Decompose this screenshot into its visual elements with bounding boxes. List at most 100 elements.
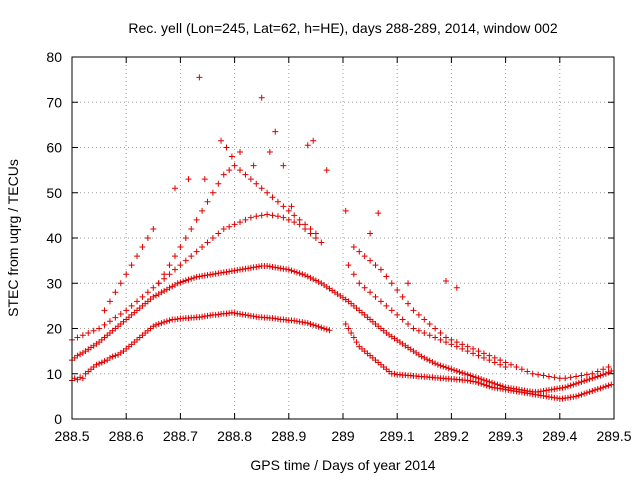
data-point <box>573 373 580 380</box>
y-tick-label: 60 <box>46 140 62 156</box>
data-point <box>442 339 449 346</box>
data-point <box>310 276 317 283</box>
data-point <box>556 375 563 382</box>
data-point <box>583 377 590 384</box>
data-point <box>326 327 333 334</box>
data-point <box>575 392 582 399</box>
data-point <box>90 327 97 334</box>
data-point <box>323 167 330 174</box>
data-point <box>182 277 189 284</box>
data-point <box>535 371 542 378</box>
data-point <box>250 162 257 169</box>
data-point <box>134 298 141 305</box>
data-point <box>199 207 206 214</box>
data-point <box>421 354 428 361</box>
data-point <box>166 262 173 269</box>
data-point <box>158 289 165 296</box>
data-point <box>315 323 322 330</box>
data-point <box>372 262 379 269</box>
data-point <box>605 363 612 370</box>
y-tick-label: 30 <box>46 275 62 291</box>
data-point <box>342 207 349 214</box>
data-point <box>109 353 116 360</box>
data-point <box>112 289 119 296</box>
data-point <box>285 266 292 273</box>
data-point <box>155 280 162 287</box>
data-point <box>185 176 192 183</box>
data-point <box>486 357 493 364</box>
data-point <box>153 292 160 299</box>
data-point <box>508 361 515 368</box>
data-point <box>274 213 281 220</box>
data-point <box>594 386 601 393</box>
data-point <box>597 385 604 392</box>
data-point <box>312 230 319 237</box>
data-point <box>434 361 441 368</box>
data-point <box>597 372 604 379</box>
data-point <box>171 266 178 273</box>
data-point <box>350 244 357 251</box>
data-point <box>445 365 452 372</box>
data-point <box>394 311 401 318</box>
data-point <box>564 383 571 390</box>
data-point <box>280 214 287 221</box>
data-point <box>177 279 184 286</box>
data-point <box>605 382 612 389</box>
data-point <box>253 180 260 187</box>
data-point <box>190 274 197 281</box>
data-point <box>77 374 84 381</box>
data-point <box>600 384 607 391</box>
data-point <box>375 210 382 217</box>
data-point <box>353 339 360 346</box>
data-point <box>470 350 477 357</box>
data-point <box>575 379 582 386</box>
data-point <box>177 244 184 251</box>
data-point <box>483 377 490 384</box>
x-tick-label: 289 <box>331 428 355 444</box>
data-point <box>242 216 249 223</box>
data-point <box>499 383 506 390</box>
data-point <box>350 334 357 341</box>
data-point <box>158 320 165 327</box>
data-point <box>348 330 355 337</box>
y-tick-label: 50 <box>46 185 62 201</box>
data-point <box>144 289 151 296</box>
data-point <box>459 369 466 376</box>
data-point <box>497 361 504 368</box>
data-point <box>74 334 81 341</box>
data-point <box>589 370 596 377</box>
data-point <box>486 378 493 385</box>
data-point <box>432 325 439 332</box>
x-tick-label: 288.6 <box>109 428 144 444</box>
x-tick-label: 289.5 <box>596 428 631 444</box>
data-point <box>196 74 203 81</box>
data-point <box>367 257 374 264</box>
data-point <box>237 149 244 156</box>
data-point <box>372 293 379 300</box>
data-point <box>594 368 601 375</box>
data-point <box>163 318 170 325</box>
data-point <box>442 364 449 371</box>
data-point <box>456 368 463 375</box>
data-point <box>79 332 86 339</box>
data-point <box>123 307 130 314</box>
y-tick-label: 20 <box>46 321 62 337</box>
data-point <box>166 317 173 324</box>
data-point <box>551 374 558 381</box>
data-point <box>475 375 482 382</box>
data-point <box>161 271 168 278</box>
data-point <box>220 171 227 178</box>
data-point <box>459 345 466 352</box>
data-point <box>220 225 227 232</box>
data-point <box>237 219 244 226</box>
data-point <box>150 323 157 330</box>
data-point <box>451 367 458 374</box>
data-point <box>237 167 244 174</box>
data-point <box>291 268 298 275</box>
data-point <box>199 244 206 251</box>
data-point <box>475 352 482 359</box>
data-point <box>570 381 577 388</box>
data-point <box>578 372 585 379</box>
data-point <box>215 180 222 187</box>
